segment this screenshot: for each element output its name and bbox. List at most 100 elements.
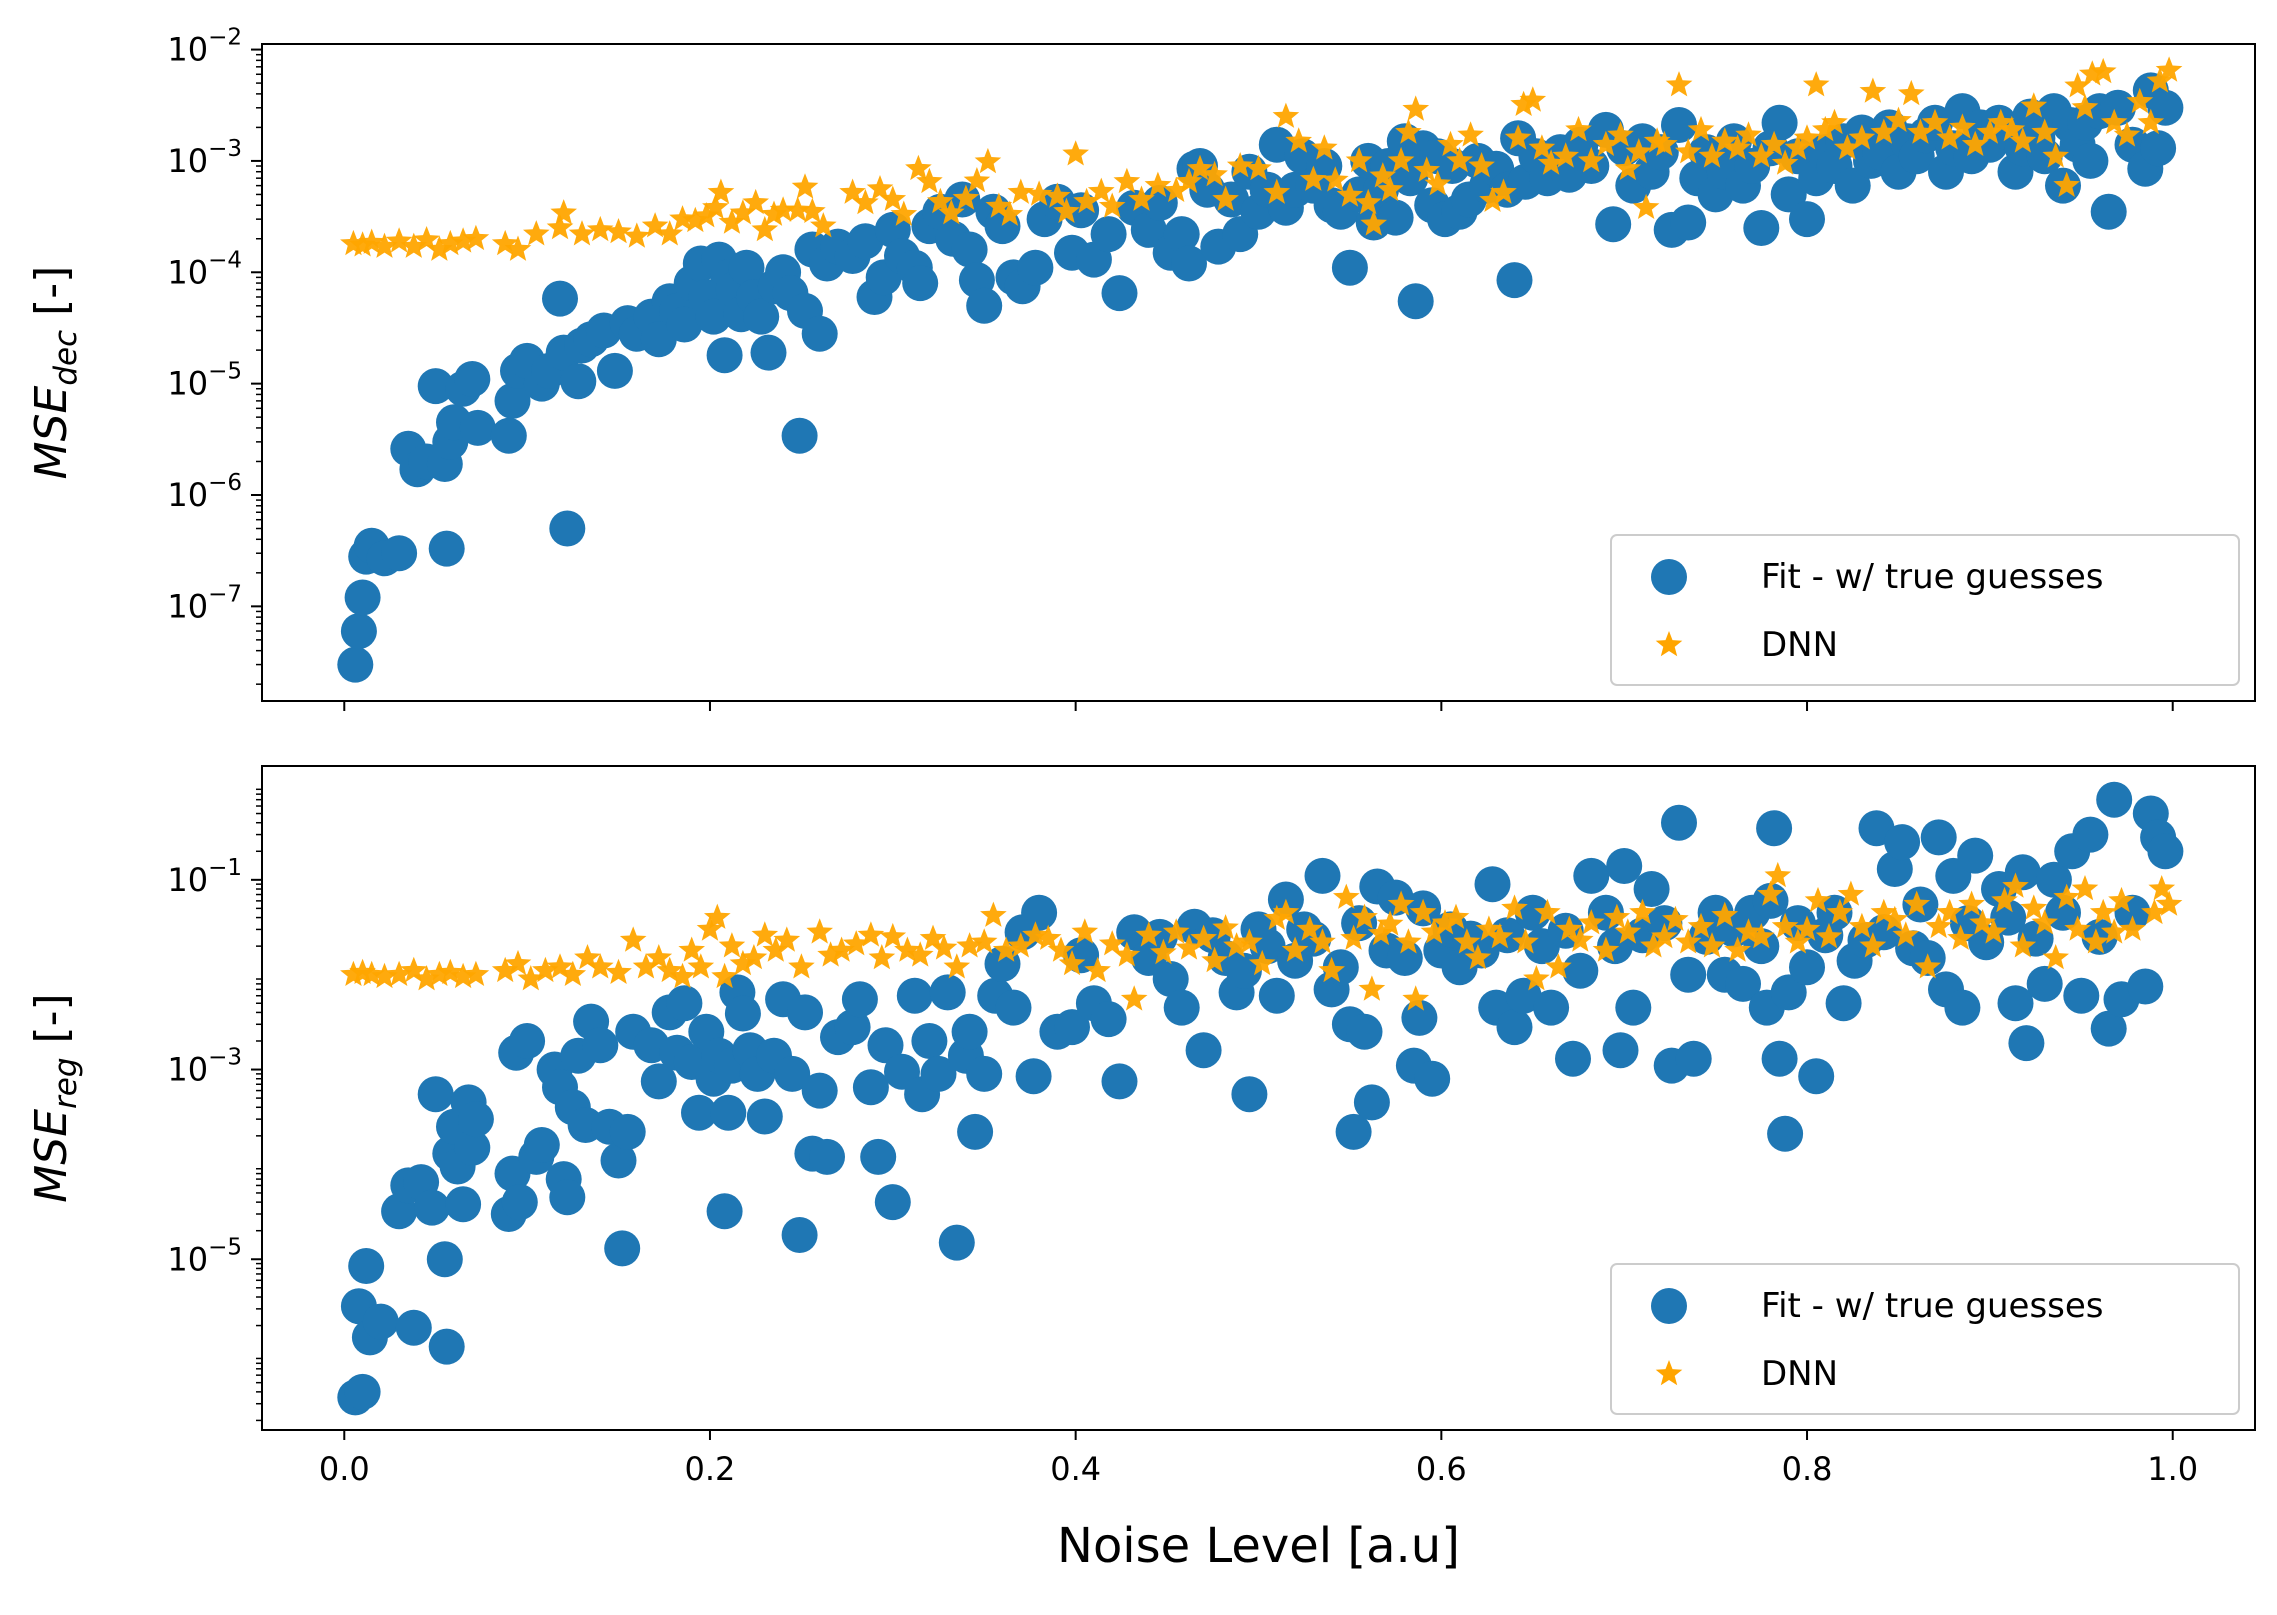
- fit-point: [395, 1309, 432, 1346]
- fit-point: [2099, 89, 2136, 126]
- fit-point: [494, 382, 531, 419]
- dnn-point: [1201, 160, 1228, 187]
- dnn-point: [1870, 898, 1898, 925]
- fit-point: [1825, 985, 1862, 1022]
- legend-box: [1610, 1263, 2240, 1415]
- fit-point: [710, 1094, 747, 1131]
- dnn-point: [1748, 142, 1775, 168]
- dnn-point: [1479, 186, 1506, 212]
- dnn-point: [426, 960, 453, 986]
- dnn-point: [586, 953, 614, 979]
- dnn-point: [605, 958, 632, 984]
- fit-point: [1090, 216, 1127, 253]
- dnn-point: [1318, 956, 1345, 983]
- dnn-point: [927, 187, 954, 214]
- fit-point: [2072, 816, 2109, 853]
- dnn-point: [1367, 919, 1395, 946]
- dnn-point: [1420, 918, 1448, 944]
- dnn-point: [1248, 949, 1276, 976]
- dnn-point: [799, 197, 826, 223]
- dnn-point: [1345, 146, 1373, 173]
- y-tick-label: 10−2: [167, 25, 242, 69]
- dnn-point: [2100, 108, 2128, 135]
- dnn-point: [568, 220, 596, 246]
- dnn-point: [1771, 149, 1799, 175]
- fit-point: [1231, 1076, 1268, 1113]
- dnn-point: [1614, 154, 1642, 181]
- fit-point: [1756, 810, 1793, 847]
- fit-point: [2096, 781, 2133, 818]
- dnn-point: [1665, 71, 1693, 97]
- dnn-point: [1870, 118, 1898, 144]
- dnn-point: [963, 167, 991, 193]
- dnn-point: [952, 184, 980, 210]
- dnn-point: [1457, 121, 1484, 147]
- dnn-point: [1961, 130, 1989, 156]
- fit-point: [1789, 949, 1825, 986]
- fit-point: [596, 352, 633, 389]
- dnn-point: [711, 962, 738, 989]
- dnn-point: [1071, 918, 1099, 944]
- dnn-point: [2155, 890, 2183, 916]
- fit-point: [809, 1138, 845, 1175]
- fit-point: [681, 1094, 717, 1131]
- fit-point: [549, 1179, 586, 1216]
- fit-point: [852, 1069, 889, 1106]
- dnn-point: [605, 218, 632, 244]
- dnn-point: [1272, 898, 1300, 925]
- fit-point: [1171, 245, 1207, 282]
- dnn-point: [1296, 915, 1323, 941]
- dnn-point: [413, 226, 440, 252]
- fit-point: [774, 1055, 811, 1092]
- fit-point: [724, 995, 761, 1032]
- dnn-point: [1534, 898, 1561, 925]
- dnn-point: [1387, 146, 1415, 173]
- fit-point: [501, 1184, 538, 1221]
- dnn-point: [751, 215, 779, 242]
- fit-point: [337, 646, 374, 683]
- dnn-point: [890, 200, 918, 226]
- dnn-point: [1662, 905, 1689, 931]
- dnn-point: [842, 930, 870, 956]
- dnn-point: [996, 200, 1024, 226]
- dnn-point: [817, 941, 844, 967]
- fit-point: [902, 265, 939, 302]
- dnn-point: [532, 956, 559, 983]
- fit-point: [1615, 989, 1652, 1026]
- dnn-point: [1424, 170, 1451, 196]
- y-tick-label: 10−6: [167, 470, 242, 514]
- dnn-point: [788, 953, 815, 979]
- x-axis-label: Noise Level [a.u]: [1057, 1518, 1460, 1574]
- fit-point: [445, 1186, 482, 1223]
- fit-point: [847, 223, 884, 260]
- fit-point: [801, 315, 838, 352]
- dnn-point: [943, 953, 971, 979]
- dnn-point: [1565, 115, 1592, 142]
- dnn-point: [1322, 166, 1349, 192]
- fit-point: [362, 1303, 399, 1340]
- dnn-point: [1537, 149, 1565, 175]
- dnn-point: [1431, 909, 1459, 935]
- fit-point: [1496, 1009, 1533, 1046]
- dnn-point: [687, 953, 715, 979]
- fit-point: [604, 1230, 641, 1267]
- fit-point: [1249, 928, 1286, 965]
- dnn-point: [1022, 921, 1049, 947]
- dnn-point: [718, 932, 746, 958]
- dnn-point: [2064, 72, 2091, 98]
- fit-point: [781, 1217, 818, 1253]
- fit-point: [1725, 965, 1761, 1002]
- dnn-point: [1263, 904, 1291, 930]
- dnn-point: [1073, 187, 1100, 214]
- dnn-point: [1007, 932, 1035, 958]
- fit-point: [1185, 1032, 1222, 1069]
- fit-point: [1054, 1009, 1090, 1046]
- dnn-point: [784, 196, 811, 222]
- fit-point: [860, 1138, 897, 1175]
- fit-point: [582, 1027, 619, 1064]
- dnn-point: [400, 956, 428, 983]
- dnn-point: [1150, 938, 1177, 965]
- dnn-point: [2113, 121, 2141, 147]
- fit-point: [1595, 206, 1632, 243]
- dnn-point: [1369, 162, 1397, 188]
